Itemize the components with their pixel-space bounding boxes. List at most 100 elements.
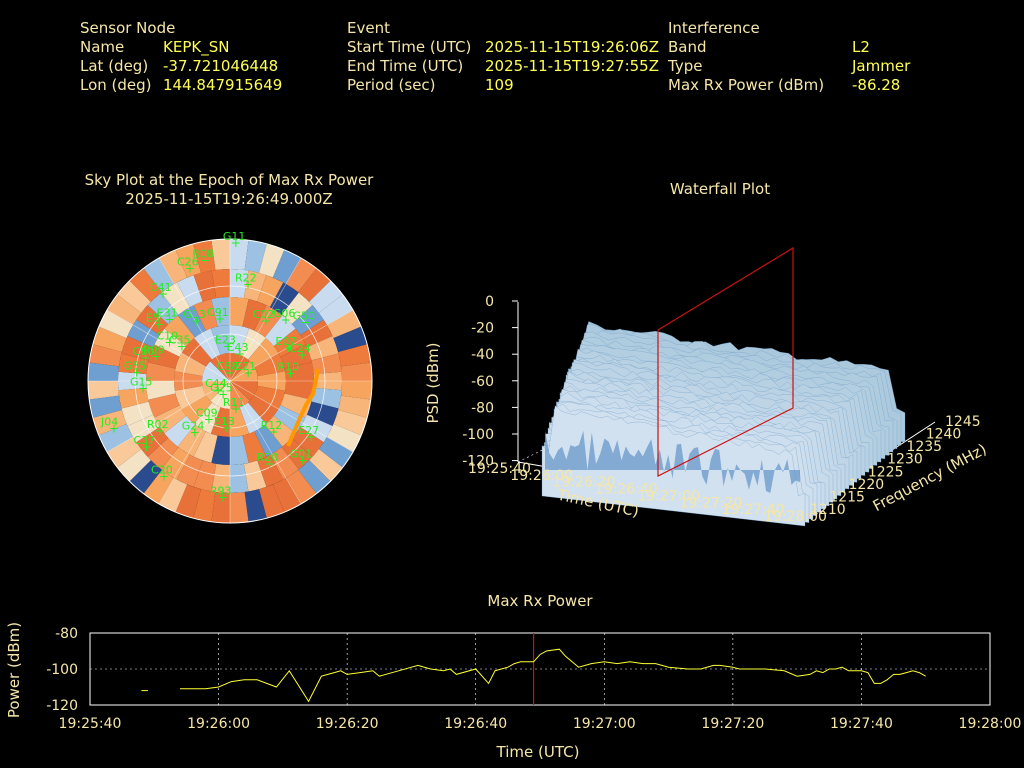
sky-azimuth-line (158, 380, 231, 505)
sky-grid (88, 239, 372, 523)
sky-cell (254, 424, 283, 457)
sky-cell (164, 415, 196, 447)
sky-cell (333, 409, 368, 436)
sky-cell (129, 460, 162, 494)
sky-cell (311, 353, 342, 375)
sky-cell (326, 423, 362, 452)
waterfall-freq-tick-label: 1220 (849, 477, 885, 493)
sky-cell (136, 426, 169, 457)
sky-cell (242, 299, 267, 331)
end-time-label: End Time (UTC) (347, 57, 464, 75)
sky-cell (257, 275, 284, 308)
sky-cell (117, 280, 151, 313)
satellite-label: R09 (143, 344, 165, 357)
sky-azimuth-line (229, 257, 302, 382)
waterfall-freq-tick-label: 1245 (945, 414, 981, 430)
sky-cell (230, 353, 250, 381)
waterfall-time-tick-label: 19:27:00 (637, 488, 700, 504)
sky-satellites: +G11+C41+C26 +R08+R22+E31+E5+C10+G13+C35+… (100, 230, 319, 504)
sky-cell (147, 437, 179, 470)
satellite-label: G15 (130, 376, 153, 389)
satellite-label: G13 (183, 308, 206, 321)
waterfall-time-tick-label: 19:26:00 (510, 468, 573, 484)
sky-cell (176, 275, 203, 308)
sky-cell (284, 381, 314, 400)
sky-cell (194, 328, 221, 360)
satellite-marker: + (191, 314, 201, 328)
sky-cell (239, 328, 266, 360)
sky-cell (333, 326, 368, 353)
sky-cell (211, 297, 230, 327)
satellite-label: E5 (146, 312, 160, 325)
satellite-label: R93 (210, 484, 232, 497)
sky-cell (89, 395, 122, 418)
waterfall-z-tick-label: -100 (462, 427, 494, 443)
waterfall-freq-tick-label: 1210 (810, 502, 846, 518)
sky-cell (211, 239, 230, 270)
sky-cell (211, 492, 230, 523)
sky-cell (161, 447, 191, 480)
satellite-marker: + (190, 426, 200, 440)
sky-cell (154, 405, 187, 434)
sky-cell (309, 280, 343, 313)
waterfall-freq-tick-label: 1235 (906, 439, 942, 455)
sky-cell (230, 239, 249, 270)
satellite-label: R08 (192, 248, 214, 261)
satellite-label: C26 (177, 255, 199, 268)
satellite-marker: + (218, 388, 228, 402)
sky-cell (210, 407, 230, 437)
satellite-marker: + (151, 350, 161, 364)
sky-cell (273, 328, 306, 357)
sky-cell (326, 310, 362, 339)
max-power-x-tick-label: 19:26:40 (444, 716, 507, 732)
sky-cell (264, 315, 296, 347)
max-power-x-tick-label: 19:27:00 (573, 716, 636, 732)
sky-cell (338, 344, 371, 367)
max-power-grid (90, 633, 990, 705)
sky-cell (230, 407, 250, 437)
waterfall-time-tick-label: 19:27:20 (679, 495, 742, 511)
sky-cell (230, 297, 249, 327)
sky-cell (243, 270, 267, 302)
satellite-label: C88 (217, 360, 239, 373)
max-power-labels: -80 -100 -120 19:25:40 19:26:00 19:26:20 19:26… (5, 622, 1021, 761)
sky-cell (147, 292, 179, 325)
max-power-x-tick-label: 19:27:40 (830, 716, 893, 732)
max-power-x-tick-label: 19:27:20 (701, 716, 764, 732)
sky-cell (89, 344, 122, 367)
sky-cell (242, 431, 267, 463)
sky-cell (117, 449, 151, 482)
sky-cell (121, 336, 154, 361)
sky-azimuth-line (229, 380, 302, 505)
satellite-label: C02 (253, 308, 275, 321)
satellite-label: C35 (169, 334, 191, 347)
lon-value: 144.847915649 (163, 76, 283, 94)
maxpower-title: Max Rx Power (487, 592, 593, 610)
sky-cell (88, 362, 119, 381)
satellite-label: G24 (182, 420, 205, 433)
period-label: Period (sec) (347, 76, 436, 94)
satellite-marker: + (222, 421, 232, 435)
name-label: Name (80, 38, 125, 56)
sky-cell (143, 469, 174, 504)
sky-cell (258, 484, 285, 519)
sky-cell (98, 310, 134, 339)
satellite-marker: + (286, 367, 296, 381)
satellite-label: C60 (133, 345, 155, 358)
waterfall-z-tick-label: -60 (471, 374, 494, 390)
sky-cell (92, 326, 127, 353)
sky-cell (298, 268, 331, 302)
sky-cell (230, 463, 249, 493)
waterfall-z-label: PSD (dBm) (424, 342, 442, 423)
satellite-marker: + (109, 421, 119, 435)
satellite-marker: + (138, 382, 148, 396)
sky-cell (164, 315, 196, 347)
sky-cell (146, 381, 176, 400)
satellite-marker: + (200, 254, 210, 268)
waterfall-time-tick-label: 19:26:20 (553, 475, 616, 491)
satellite-label: C09 (196, 406, 218, 419)
satellite-label: G01 (290, 448, 313, 461)
lat-value: -37.721046448 (163, 57, 279, 75)
sky-cell (98, 423, 134, 452)
